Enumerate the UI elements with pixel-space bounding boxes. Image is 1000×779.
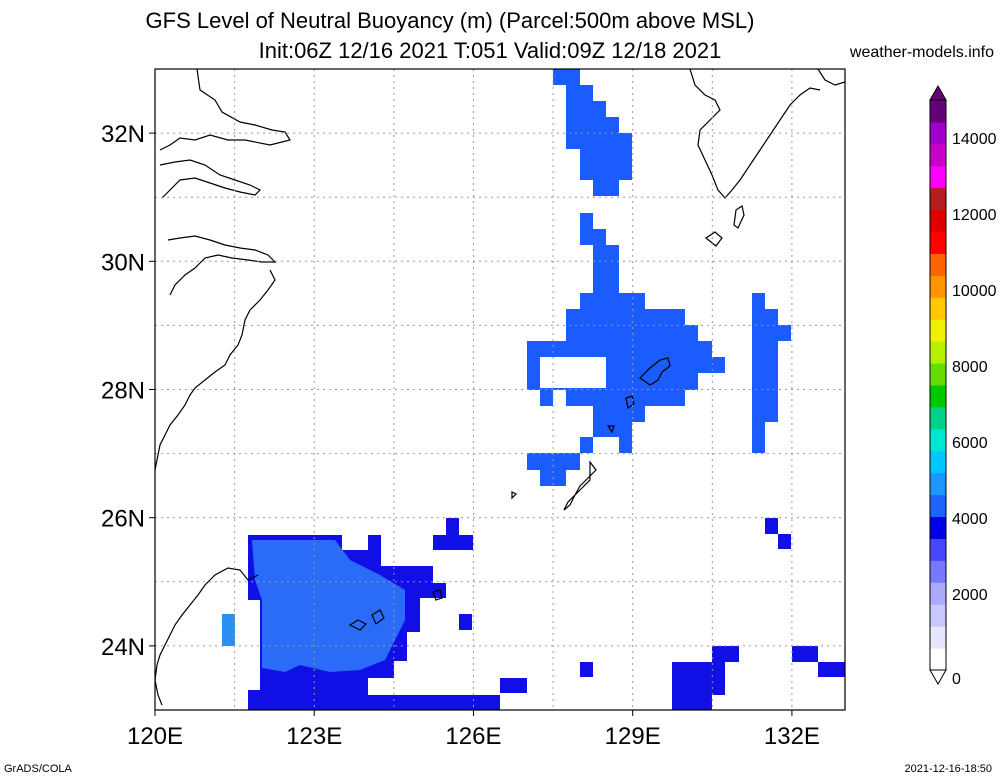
coast-yangtze bbox=[159, 159, 262, 199]
lat-tick-label: 26N bbox=[101, 506, 145, 533]
colorbar-segment bbox=[930, 516, 946, 539]
buoyancy-field bbox=[222, 69, 845, 710]
colorbar-segment bbox=[930, 143, 946, 167]
field-cell bbox=[765, 518, 778, 534]
lon-axis: 120E 123E 126E 129E 132E bbox=[127, 710, 820, 750]
colorbar-segment bbox=[930, 494, 946, 518]
lat-tick-label: 28N bbox=[101, 378, 145, 405]
lon-tick-label: 129E bbox=[605, 723, 661, 750]
colorbar-segment bbox=[930, 121, 946, 145]
coast-islands-east bbox=[704, 205, 745, 247]
coast-taiwan bbox=[155, 567, 259, 706]
colorbar-labels: 0 2000 4000 6000 8000 10000 12000 14000 bbox=[952, 131, 997, 688]
footer-software: GrADS/COLA bbox=[4, 763, 72, 775]
field-cell bbox=[459, 614, 472, 630]
lat-tick-label: 24N bbox=[101, 634, 145, 661]
lon-tick-label: 123E bbox=[286, 723, 342, 750]
colorbar-bottom-arrow bbox=[929, 669, 947, 686]
field-cell bbox=[446, 518, 459, 535]
colorbar-label: 10000 bbox=[952, 283, 997, 300]
coast-kyushu bbox=[689, 69, 845, 199]
lon-tick-label: 120E bbox=[127, 723, 183, 750]
field-region-southeast bbox=[672, 646, 739, 710]
colorbar-segment bbox=[930, 100, 946, 123]
field-cell bbox=[580, 662, 593, 677]
colorbar-segment bbox=[930, 341, 946, 364]
lat-tick-label: 30N bbox=[101, 249, 145, 276]
colorbar-label: 14000 bbox=[952, 131, 997, 148]
field-region-taiwan-east-light bbox=[252, 540, 405, 672]
coast-ryukyu-amami bbox=[563, 460, 597, 511]
colorbar-segment bbox=[930, 385, 946, 408]
coast-hangzhou-bay bbox=[167, 235, 277, 296]
colorbar-segment bbox=[930, 538, 946, 561]
colorbar-segment bbox=[930, 472, 946, 496]
field-region-north bbox=[553, 69, 632, 196]
colorbar-label: 2000 bbox=[952, 587, 988, 604]
colorbar-label: 4000 bbox=[952, 511, 988, 528]
colorbar-segment bbox=[930, 363, 946, 386]
field-cell bbox=[818, 662, 845, 677]
title-line-1: GFS Level of Neutral Buoyancy (m) (Parce… bbox=[145, 8, 755, 33]
colorbar-segment bbox=[930, 231, 946, 254]
lon-tick-label: 126E bbox=[445, 723, 501, 750]
colorbar-segment bbox=[930, 165, 946, 189]
map-grid bbox=[155, 69, 845, 710]
colorbar-label: 0 bbox=[952, 671, 961, 688]
colorbar-label: 6000 bbox=[952, 435, 988, 452]
colorbar-segment bbox=[930, 406, 946, 430]
colorbar-segment bbox=[930, 209, 946, 233]
coast-zhejiang bbox=[155, 269, 276, 471]
colorbar-segment bbox=[930, 297, 946, 320]
colorbar-label: 8000 bbox=[952, 359, 988, 376]
field-region-east-strip bbox=[752, 293, 778, 453]
colorbar bbox=[929, 84, 947, 686]
field-cell bbox=[792, 646, 818, 662]
field-cell bbox=[222, 614, 235, 646]
footer-timestamp: 2021-12-16-18:50 bbox=[904, 763, 992, 775]
lat-tick-label: 32N bbox=[101, 121, 145, 148]
lon-tick-label: 132E bbox=[764, 723, 820, 750]
lat-axis: 24N 26N 28N 30N 32N bbox=[101, 121, 155, 661]
field-region-south-central bbox=[527, 453, 580, 486]
colorbar-top-arrow bbox=[929, 84, 947, 101]
field-hole bbox=[540, 357, 606, 388]
field-cell bbox=[778, 534, 791, 549]
colorbar-segment bbox=[930, 428, 946, 452]
field-cell bbox=[433, 535, 473, 550]
title-line-2: Init:06Z 12/16 2021 T:051 Valid:09Z 12/1… bbox=[258, 38, 722, 63]
field-cell bbox=[778, 325, 791, 341]
colorbar-segment bbox=[930, 648, 946, 671]
colorbar-segment bbox=[930, 275, 946, 298]
coast-china-north bbox=[159, 69, 291, 151]
colorbar-segment bbox=[930, 604, 946, 627]
colorbar-segment bbox=[930, 319, 946, 342]
field-cell bbox=[580, 437, 593, 453]
coast-islands-south bbox=[348, 395, 635, 631]
site-credit: weather-models.info bbox=[849, 44, 994, 61]
colorbar-segment bbox=[930, 582, 946, 605]
colorbar-segment bbox=[930, 187, 946, 211]
colorbar-segment bbox=[930, 450, 946, 474]
coastlines bbox=[155, 69, 845, 706]
field-region-central bbox=[527, 213, 725, 453]
colorbar-label: 12000 bbox=[952, 207, 997, 224]
coast-ryukyu-okinawa bbox=[639, 357, 671, 386]
colorbar-segment bbox=[930, 253, 946, 276]
colorbar-segment bbox=[930, 626, 946, 649]
colorbar-segment bbox=[930, 560, 946, 583]
field-cell bbox=[500, 678, 527, 693]
